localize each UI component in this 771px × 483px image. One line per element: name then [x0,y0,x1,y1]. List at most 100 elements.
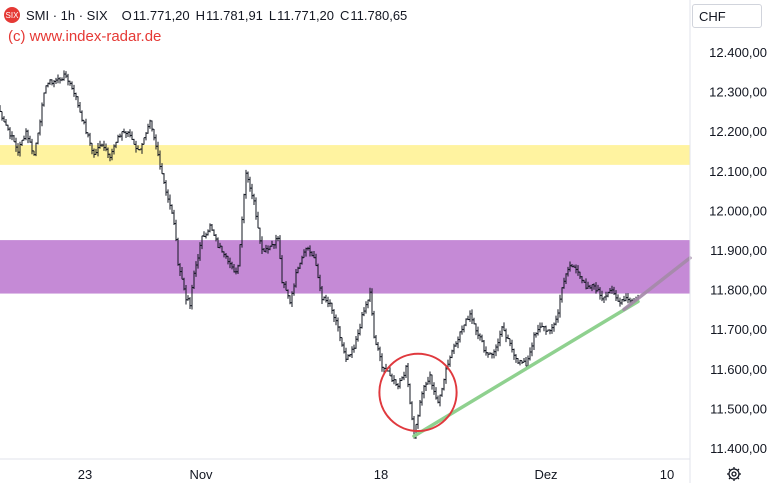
time-axis[interactable]: 23 Nov 18 Dez 10 [78,467,674,482]
y-tick-label: 11.600,00 [710,362,767,377]
candle [472,317,476,325]
candle [362,307,366,317]
candle [376,342,380,351]
y-tick-label: 12.400,00 [709,45,767,60]
candle [6,124,10,131]
candle [428,371,432,385]
watermark: (c) www.index-radar.de [6,28,164,45]
candle [424,381,428,391]
symbol-title[interactable]: SMI · 1h · SIX [26,7,108,23]
candle [142,137,146,145]
candle [186,295,190,301]
candle [554,315,558,326]
candle [358,323,362,336]
currency-badge[interactable]: CHF [692,4,762,28]
close-value: 11.780,65 [350,7,408,23]
highlight-circle[interactable] [378,352,458,432]
candle [256,211,260,229]
candle [602,296,606,303]
candle [8,127,12,140]
candle [484,346,488,356]
candle [490,352,494,359]
zone-yellow [0,145,690,165]
candle [380,353,384,372]
candle [464,318,468,327]
candle [452,343,456,355]
y-tick-label: 11.400,00 [710,441,767,456]
candle [492,349,496,359]
candle [388,367,392,377]
candle [626,293,630,304]
candle [354,335,358,349]
y-tick-label: 11.800,00 [710,283,767,298]
candle [248,176,252,192]
y-tick-label: 11.700,00 [710,322,767,337]
candle [206,229,210,236]
candle [512,348,516,360]
candle [50,79,54,86]
candle [62,70,66,81]
candle [120,131,124,141]
candle [44,85,48,94]
candle [474,323,478,336]
candle [432,382,436,395]
candle [78,102,82,113]
candle [508,338,512,347]
candle [330,302,334,314]
x-tick-label: Nov [189,467,213,482]
candle [494,344,498,357]
candle [326,296,330,308]
candle [124,131,128,139]
candle [416,414,420,429]
candle [456,336,460,349]
candle [468,310,472,322]
candle [252,193,256,206]
candle [462,324,466,333]
candle [510,339,514,353]
candle [530,342,534,357]
candle [350,346,354,359]
candle [146,123,150,134]
candle [324,294,328,303]
open-label: O [121,7,132,23]
y-tick-label: 12.300,00 [709,85,767,100]
candle [42,92,46,107]
candle [522,357,526,363]
candle [54,77,58,84]
high-value: 11.781,91 [206,7,263,23]
candle [356,329,360,342]
candle [64,71,68,79]
candle [164,180,168,196]
candle [528,347,532,361]
candle [458,331,462,343]
candle [0,110,4,121]
candle [470,309,474,325]
trendline-projection[interactable] [622,256,692,312]
candle [378,346,382,362]
candle [406,363,410,388]
exchange-logo[interactable]: SIX [4,7,20,23]
candle [404,365,408,378]
candle [116,134,120,143]
candle [408,383,412,405]
low-value: 11.771,20 [277,7,335,23]
candle [498,330,502,347]
y-tick-label: 12.000,00 [709,203,767,218]
candle [364,301,368,314]
candle [150,120,154,132]
price-axis[interactable]: 12.400,00 12.300,00 12.200,00 12.100,00 12.0… [709,45,767,456]
y-tick-label: 11.900,00 [710,243,767,258]
candle [24,128,28,141]
candle [88,132,92,146]
candle [346,354,350,361]
candle [442,378,446,391]
candle [558,294,562,318]
candle [618,297,622,307]
candle [334,314,338,326]
candle [166,189,170,203]
gear-icon[interactable] [726,466,742,482]
candle [536,324,540,336]
candle [72,84,76,97]
candle [174,219,178,242]
